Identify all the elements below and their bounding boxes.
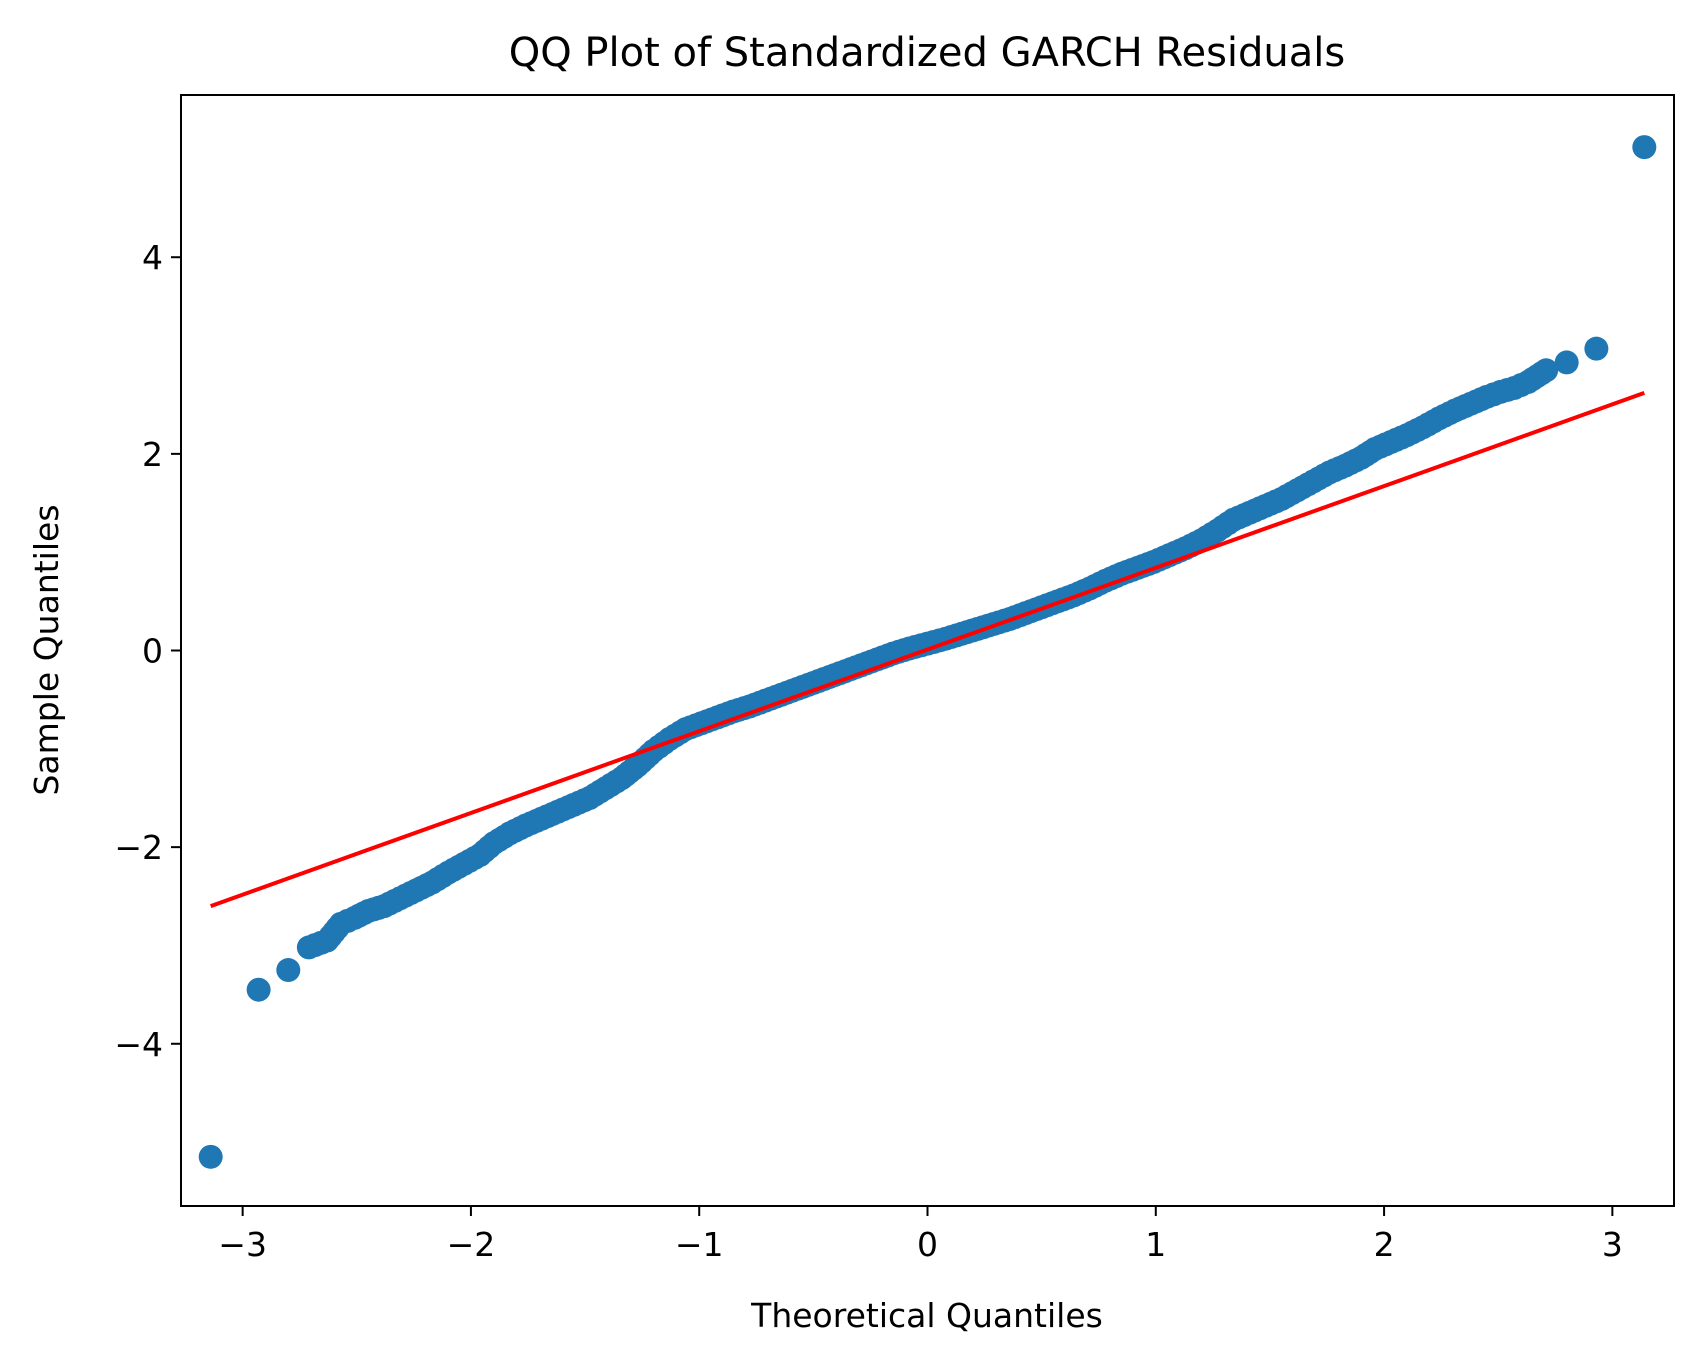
y-axis-ticks: −4 −2 0 2 4 — [114, 238, 181, 1064]
data-point — [276, 958, 301, 983]
data-point — [246, 977, 271, 1002]
y-tick-label: 2 — [142, 435, 163, 474]
x-tick-label: 0 — [917, 1225, 938, 1264]
y-tick-label: 4 — [142, 238, 163, 277]
data-point — [198, 1144, 223, 1169]
data-point — [1554, 350, 1579, 375]
data-point — [1584, 336, 1609, 361]
y-tick-label: 0 — [142, 632, 163, 671]
y-tick-label: −2 — [114, 828, 163, 867]
data-point — [1534, 358, 1559, 383]
x-tick-label: 3 — [1602, 1225, 1623, 1264]
x-tick-label: 2 — [1374, 1225, 1395, 1264]
scatter-points-layer — [198, 135, 1657, 1169]
y-tick-label: −4 — [114, 1025, 163, 1064]
x-tick-label: 1 — [1145, 1225, 1166, 1264]
reference-line-layer — [210, 391, 1645, 909]
x-tick-label: −3 — [218, 1225, 267, 1264]
x-axis-title: Theoretical Quantiles — [750, 1296, 1103, 1335]
x-axis-ticks: −3 −2 −1 0 1 2 3 — [218, 1206, 1623, 1264]
x-tick-label: −2 — [447, 1225, 496, 1264]
y-axis-title: Sample Quantiles — [27, 504, 66, 795]
reference-line — [210, 391, 1645, 909]
data-point — [1632, 135, 1657, 160]
plot-area — [180, 94, 1675, 1207]
chart-title: QQ Plot of Standardized GARCH Residuals — [509, 30, 1346, 76]
x-tick-label: −1 — [675, 1225, 724, 1264]
